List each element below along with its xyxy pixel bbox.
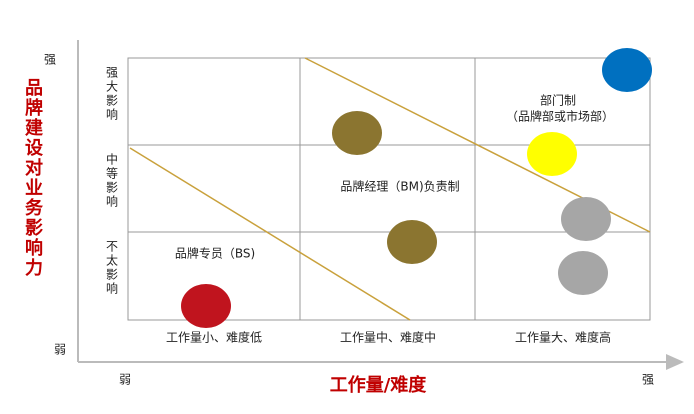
bubble bbox=[558, 251, 608, 295]
column-label: 工作量大、难度高 bbox=[515, 330, 611, 345]
zone-note: （品牌部或市场部） bbox=[506, 109, 614, 124]
x-low: 弱 bbox=[119, 373, 131, 387]
bubble bbox=[602, 48, 652, 92]
zone-label: 部门制 bbox=[540, 93, 576, 108]
y-high: 强 bbox=[44, 53, 56, 67]
row-label: 中等影响 bbox=[105, 152, 119, 209]
row-label: 不太影响 bbox=[105, 240, 119, 296]
zone-label: 品牌经理（BM)负责制 bbox=[340, 180, 459, 194]
x-high: 强 bbox=[642, 373, 654, 387]
bubble bbox=[181, 284, 231, 328]
bubble bbox=[332, 111, 382, 155]
bubble bbox=[527, 132, 577, 176]
bubble bbox=[561, 197, 611, 241]
row-label: 强大影响 bbox=[105, 66, 119, 122]
zone-label: 品牌专员（BS) bbox=[175, 246, 255, 261]
y-low: 弱 bbox=[54, 343, 66, 357]
column-label: 工作量小、难度低 bbox=[166, 330, 262, 345]
column-label: 工作量中、难度中 bbox=[340, 330, 436, 345]
boundary-line bbox=[129, 147, 411, 321]
y-axis-title: 品牌建设对业务影响力 bbox=[22, 78, 43, 278]
x-axis-title: 工作量/难度 bbox=[330, 374, 428, 396]
bubble bbox=[387, 220, 437, 264]
